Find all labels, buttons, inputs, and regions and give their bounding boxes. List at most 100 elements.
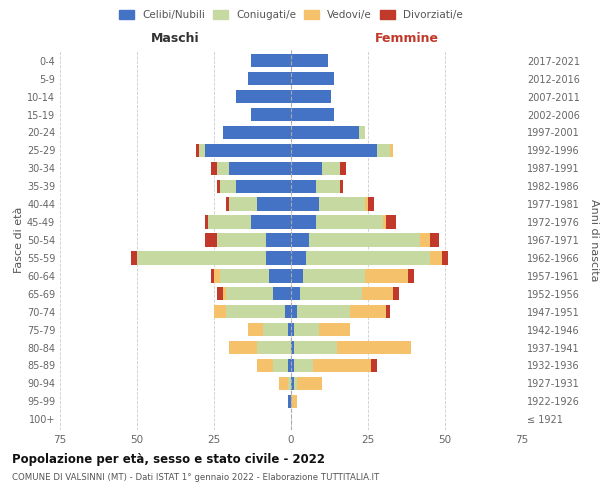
Bar <box>226 287 272 300</box>
Y-axis label: Anni di nascita: Anni di nascita <box>589 198 599 281</box>
Bar <box>368 198 374 211</box>
Bar <box>205 234 217 246</box>
Bar <box>288 359 291 372</box>
Bar <box>229 162 291 175</box>
Bar <box>251 54 291 68</box>
Bar <box>220 269 269 282</box>
Bar <box>285 305 291 318</box>
Bar <box>257 359 272 372</box>
Bar <box>365 269 408 282</box>
Bar <box>362 287 392 300</box>
Bar <box>319 198 365 211</box>
Bar <box>291 394 297 408</box>
Bar <box>223 287 226 300</box>
Text: Femmine: Femmine <box>374 32 439 44</box>
Bar <box>278 376 288 390</box>
Bar <box>205 144 291 157</box>
Bar <box>217 180 220 193</box>
Bar <box>131 251 137 264</box>
Bar <box>310 234 421 246</box>
Bar <box>340 180 343 193</box>
Bar <box>442 251 448 264</box>
Bar <box>291 90 331 104</box>
Text: COMUNE DI VALSINNI (MT) - Dati ISTAT 1° gennaio 2022 - Elaborazione TUTTITALIA.I: COMUNE DI VALSINNI (MT) - Dati ISTAT 1° … <box>12 472 379 482</box>
Bar <box>365 198 368 211</box>
Bar <box>350 305 386 318</box>
Bar <box>421 234 430 246</box>
Bar <box>226 305 285 318</box>
Bar <box>211 162 217 175</box>
Bar <box>291 72 334 86</box>
Bar <box>291 198 319 211</box>
Bar <box>337 341 411 354</box>
Bar <box>316 180 340 193</box>
Bar <box>389 144 392 157</box>
Bar <box>208 216 251 229</box>
Bar <box>383 216 386 229</box>
Bar <box>291 305 297 318</box>
Legend: Celibi/Nubili, Coniugati/e, Vedovi/e, Divorziati/e: Celibi/Nubili, Coniugati/e, Vedovi/e, Di… <box>115 6 467 24</box>
Bar <box>251 108 291 121</box>
Bar <box>294 359 313 372</box>
Bar <box>291 251 307 264</box>
Text: Popolazione per età, sesso e stato civile - 2022: Popolazione per età, sesso e stato civil… <box>12 452 325 466</box>
Bar <box>248 323 263 336</box>
Bar <box>226 198 229 211</box>
Bar <box>266 251 291 264</box>
Bar <box>291 287 300 300</box>
Bar <box>297 376 322 390</box>
Bar <box>430 251 442 264</box>
Bar <box>205 216 208 229</box>
Bar <box>371 359 377 372</box>
Bar <box>300 287 362 300</box>
Bar <box>386 305 389 318</box>
Bar <box>272 287 291 300</box>
Bar <box>291 376 294 390</box>
Bar <box>229 198 257 211</box>
Bar <box>294 376 297 390</box>
Bar <box>288 394 291 408</box>
Bar <box>220 180 236 193</box>
Bar <box>217 234 266 246</box>
Bar <box>291 341 294 354</box>
Bar <box>307 251 430 264</box>
Bar <box>340 162 346 175</box>
Y-axis label: Fasce di età: Fasce di età <box>14 207 24 273</box>
Bar <box>214 305 226 318</box>
Bar <box>316 216 383 229</box>
Bar <box>304 269 365 282</box>
Bar <box>291 108 334 121</box>
Bar <box>217 287 223 300</box>
Bar <box>294 323 319 336</box>
Bar <box>263 323 288 336</box>
Bar <box>359 126 365 139</box>
Bar <box>377 144 389 157</box>
Bar <box>291 144 377 157</box>
Bar <box>236 180 291 193</box>
Bar <box>211 269 214 282</box>
Bar <box>236 90 291 104</box>
Bar <box>319 323 350 336</box>
Bar <box>291 216 316 229</box>
Bar <box>291 234 310 246</box>
Bar <box>322 162 340 175</box>
Bar <box>214 269 220 282</box>
Bar <box>217 162 229 175</box>
Bar <box>137 251 266 264</box>
Bar <box>272 359 288 372</box>
Bar <box>386 216 396 229</box>
Bar <box>269 269 291 282</box>
Bar <box>408 269 414 282</box>
Bar <box>266 234 291 246</box>
Bar <box>392 287 399 300</box>
Bar <box>223 126 291 139</box>
Bar <box>196 144 199 157</box>
Bar <box>291 54 328 68</box>
Bar <box>291 126 359 139</box>
Bar <box>291 359 294 372</box>
Bar <box>257 198 291 211</box>
Bar <box>297 305 350 318</box>
Bar <box>291 269 304 282</box>
Text: Maschi: Maschi <box>151 32 200 44</box>
Bar <box>291 180 316 193</box>
